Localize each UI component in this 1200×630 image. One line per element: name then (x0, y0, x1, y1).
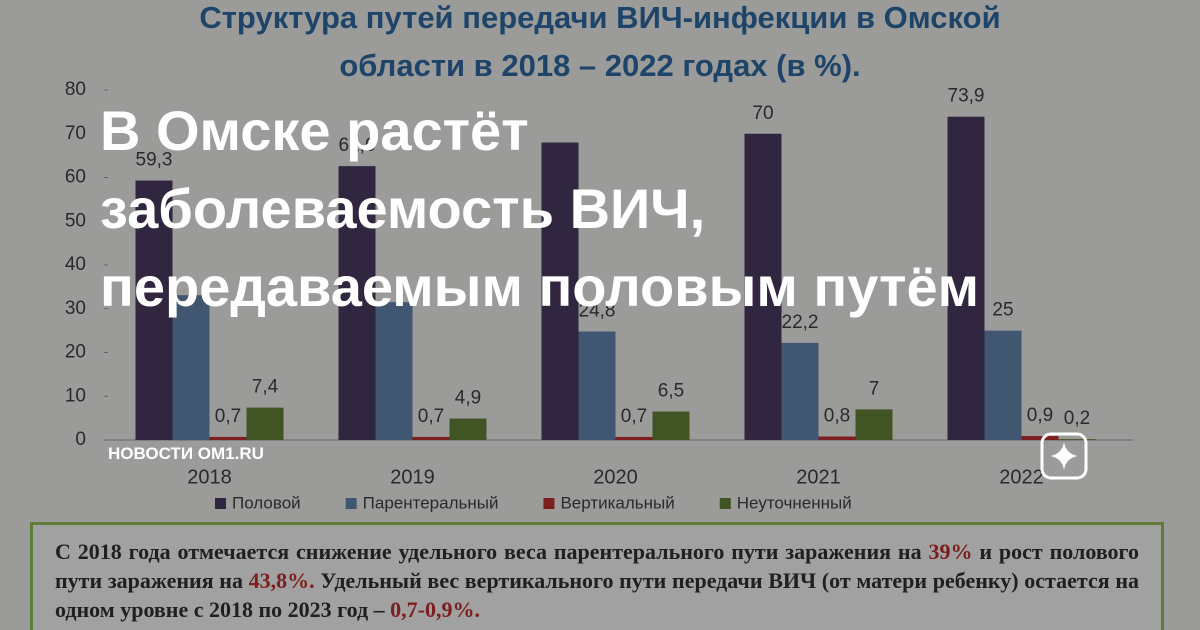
note-text: Удельный вес вертикального пути передачи… (55, 568, 1139, 622)
legend-swatch (215, 498, 226, 509)
note-text: С 2018 года отмечается снижение удельног… (55, 539, 929, 564)
x-tick-label: 2018 (187, 466, 232, 488)
bar (818, 436, 856, 440)
y-tick-label: 70 (65, 123, 86, 144)
bar (541, 142, 579, 440)
value-label: 7 (869, 378, 880, 399)
legend-swatch (345, 498, 357, 509)
value-label: 0,8 (824, 406, 850, 427)
note: С 2018 года отмечается снижение удельног… (30, 522, 1164, 630)
bar (209, 436, 247, 440)
note-text: 43,8%. (248, 568, 315, 593)
chart-title: области в 2018 – 2022 годах (в %). (339, 48, 860, 83)
value-label: 22,2 (782, 312, 819, 333)
legend-label: Неуточненный (737, 493, 852, 512)
bar (449, 418, 487, 440)
value-label: 24,8 (579, 301, 616, 322)
headline-line: В Омске растёт (100, 99, 529, 162)
legend-swatch (719, 498, 731, 509)
bar (172, 295, 210, 440)
x-tick-label: 2019 (390, 466, 435, 488)
legend-label: Вертикальный (560, 493, 674, 512)
x-tick-label: 2020 (593, 466, 638, 488)
bar (412, 436, 450, 440)
bar (947, 116, 985, 440)
y-tick-label: 50 (65, 210, 86, 231)
bar (781, 342, 819, 440)
value-label: 0,7 (418, 406, 444, 427)
value-label: 0,7 (215, 406, 241, 427)
y-tick-label: 0 (75, 429, 86, 450)
bar (338, 166, 376, 440)
value-label: 73,9 (948, 86, 985, 107)
bar (135, 180, 173, 440)
note-text: 0,7-0,9%. (390, 597, 480, 622)
y-tick-label: 10 (65, 385, 86, 406)
note-text: 39% (928, 539, 973, 564)
value-label: 7,4 (252, 377, 279, 398)
bar (1058, 439, 1096, 440)
headline-line: заболеваемость ВИЧ, (100, 177, 706, 240)
bar (615, 436, 653, 440)
source: НОВОСТИ OM1.RU (108, 444, 264, 463)
legend-swatch (543, 498, 555, 509)
y-tick-label: 30 (65, 298, 86, 319)
legend-label: Половой (232, 493, 301, 512)
headline: В Омске растёт заболеваемость ВИЧ, передав… (100, 92, 979, 326)
value-label: 4,9 (455, 388, 481, 409)
value-label: 62,6 (339, 135, 376, 156)
y-tick-label: 20 (65, 342, 86, 363)
value-label: 70 (752, 103, 773, 124)
legend-label: Парентеральный (363, 493, 499, 512)
bar (652, 411, 690, 440)
x-tick-label: 2021 (796, 466, 841, 488)
value-label: 0,7 (621, 406, 647, 427)
value-label: 25 (992, 300, 1013, 321)
chart-title: Структура путей передачи ВИЧ-инфекции в … (199, 0, 1000, 35)
bar (984, 330, 1022, 440)
bar (375, 302, 413, 440)
bar (578, 331, 616, 440)
x-tick-label: 2022 (999, 466, 1044, 488)
bar (1021, 436, 1059, 440)
y-tick-label: 80 (65, 79, 86, 100)
logo-icon (1040, 432, 1088, 480)
bar (744, 133, 782, 440)
value-label: 0,9 (1027, 405, 1053, 426)
y-tick-label: 40 (65, 254, 86, 275)
y-tick-label: 60 (65, 167, 86, 188)
value-label: 59,3 (136, 150, 173, 171)
chart: Структура путей передачи ВИЧ-инфекции в … (65, 0, 1133, 512)
headline-line: передаваемым половым путём (100, 255, 980, 318)
note-text: и рост полового пути заражения на (55, 539, 1139, 593)
value-label: 6,5 (658, 381, 684, 402)
value-label: 0,2 (1064, 408, 1090, 429)
bar (855, 409, 893, 440)
bar (246, 407, 284, 440)
